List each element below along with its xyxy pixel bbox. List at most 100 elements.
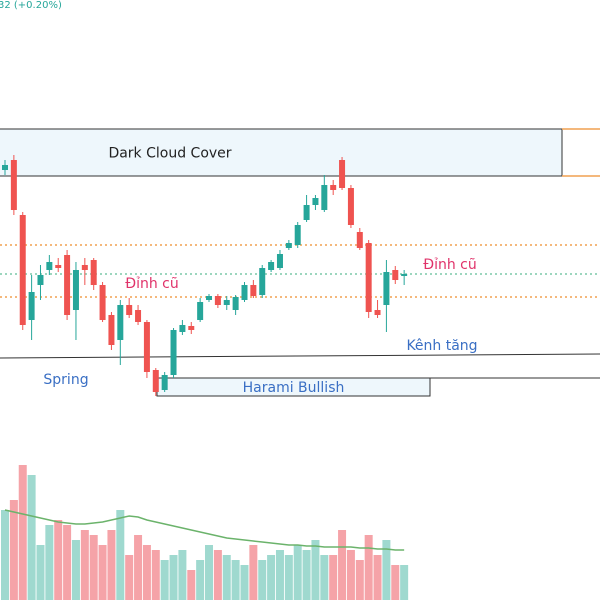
volume-bar [320,555,329,600]
volume-bar [293,545,302,600]
candle-body [294,225,301,245]
candle-body [232,297,239,310]
volume-bar [196,560,205,600]
volume-bar [338,530,347,600]
candle-body [2,165,8,170]
volume-bar [98,545,107,600]
candle-body [214,296,221,305]
candle-body [312,198,319,205]
volume-bar [373,555,382,600]
volume-bar [178,550,187,600]
candle-body [285,243,292,248]
candle-body [46,262,53,270]
candle-body [259,268,266,295]
volume-bar [107,530,116,600]
candle-body [401,274,408,276]
candle-body [143,322,150,372]
volume-bar [329,555,338,600]
candle-body [37,275,44,285]
candle-body [161,375,168,390]
candle-body [19,215,26,325]
volume-bar [18,465,27,600]
candle-body [10,160,17,210]
candle-body [152,370,159,392]
candle-body [81,265,88,270]
annotation: Spring [43,372,88,388]
candle-body [347,188,354,225]
candle-body [90,260,97,285]
annotation: Đỉnh cũ [125,276,179,292]
candle-body [117,305,124,340]
volume-bar [222,555,231,600]
candle-body [276,254,283,268]
volume-bar [346,550,355,600]
volume-bar [355,560,364,600]
candle-body [339,160,346,188]
volume-bar [125,555,134,600]
annotation: Kênh tăng [406,338,477,354]
candle-body [365,243,372,312]
candle-body [126,305,133,315]
candle-body [99,285,106,320]
volume-bar [311,540,320,600]
candle-body [303,205,310,220]
candle-body [392,270,399,280]
candle-body [170,330,177,375]
volume-bar [169,555,178,600]
candle-body [72,270,79,310]
volume-bar [284,555,293,600]
volume-bar [71,540,80,600]
candle-body [383,272,390,305]
zone-label: Harami Bullish [243,380,345,396]
volume-bar [400,565,409,600]
candle-body [321,185,328,210]
volume-bar [382,540,391,600]
volume-bar [54,520,63,600]
volume-bar [80,530,89,600]
candle-body [374,310,381,315]
volume-bar [231,560,240,600]
candle-body [241,285,248,300]
volume-bar [267,555,276,600]
candle-body [268,262,275,270]
volume-bar [9,500,18,600]
volume-bar [1,510,9,600]
candle-body [55,265,62,268]
volume-bar [36,545,45,600]
volume-bar [275,550,284,600]
zone-box [0,128,563,177]
candle-body [64,255,71,315]
candle-body [179,325,186,332]
volume-bar [134,535,143,600]
volume-bar [205,545,214,600]
candle-body [135,310,142,322]
candle-body [330,185,337,190]
volume-bar [302,550,311,600]
volume-bar [63,525,72,600]
zone-label: Dark Cloud Cover [108,146,231,162]
volume-bar [142,545,151,600]
volume-bar [187,570,196,600]
candle-body [223,300,230,305]
candle-body [108,315,115,345]
volume-bar [258,560,267,600]
volume-bar [116,510,125,600]
candle-body [206,296,213,300]
volume-ma [4,509,405,551]
candle-body [188,326,195,330]
volume-bar [45,525,54,600]
annotation: Đỉnh cũ [423,257,477,273]
volume-bar [151,550,160,600]
candle-body [250,285,257,296]
header-change: 32 (+0.20%) [0,0,62,11]
volume-bar [240,565,249,600]
volume-bar [160,560,169,600]
volume-bar [249,545,258,600]
candle-body [356,232,363,248]
volume-bar [89,535,98,600]
volume-bar [27,475,36,600]
candle-body [28,292,35,320]
volume-bar [213,550,222,600]
volume-bar [391,565,400,600]
